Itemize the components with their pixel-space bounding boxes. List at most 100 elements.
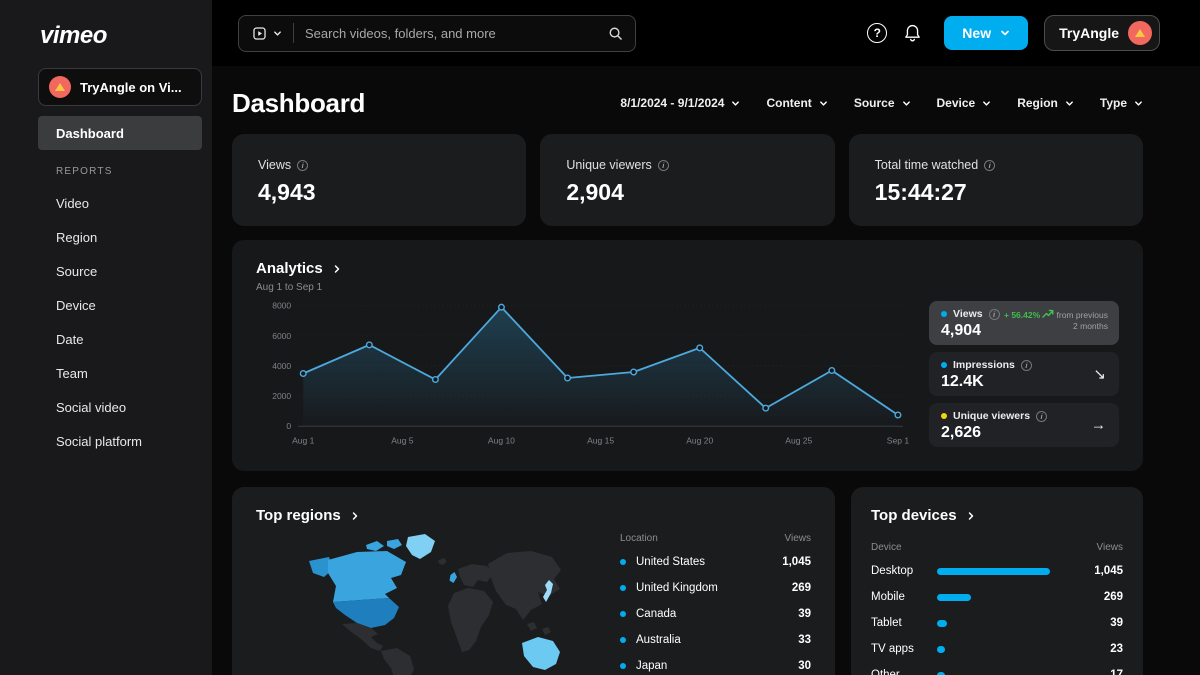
svg-text:Aug 15: Aug 15 — [587, 435, 614, 445]
filter-content[interactable]: Content — [766, 96, 827, 110]
svg-text:6000: 6000 — [272, 331, 291, 341]
devices-table: Device Views Desktop 1,045 Mobile 269 Tablet 39… — [871, 536, 1123, 675]
help-button[interactable]: ? — [867, 23, 888, 43]
device-views: 17 — [1110, 669, 1123, 675]
filter-label: Device — [936, 96, 976, 110]
world-map — [292, 531, 562, 675]
svg-text:Sep 1: Sep 1 — [887, 435, 910, 445]
legend-card-header: Views i — [941, 308, 1107, 320]
map-arctic-islands — [366, 539, 402, 551]
region-name: Japan — [636, 660, 668, 672]
sidebar-item-social-platform[interactable]: Social platform — [56, 433, 142, 449]
device-row-tv-apps: TV apps 23 — [871, 636, 1123, 662]
map-southeast-asia — [527, 622, 551, 635]
filter-source[interactable]: Source — [854, 96, 911, 110]
filter-region[interactable]: Region — [1017, 96, 1074, 110]
vimeo-logo[interactable]: vimeo — [40, 22, 107, 49]
region-views: 33 — [798, 634, 811, 646]
stat-label-row: Views i — [258, 158, 500, 172]
sidebar-item-social-video[interactable]: Social video — [56, 399, 127, 415]
chevron-right-icon — [352, 511, 357, 520]
stat-label: Total time watched — [874, 158, 979, 172]
legend-card-unique-viewers[interactable]: Unique viewers i 2,626 → — [929, 403, 1119, 447]
new-button[interactable]: New — [944, 16, 1029, 50]
column-header: Views — [784, 532, 812, 544]
sidebar-item-source[interactable]: Source — [56, 263, 98, 279]
region-row-australia: Australia 33 — [620, 627, 811, 653]
column-header: Device — [871, 541, 902, 553]
region-name: United Kingdom — [636, 582, 718, 594]
region-dot-icon — [620, 585, 626, 591]
legend-card-header: Unique viewers i — [941, 410, 1107, 422]
chevron-right-icon — [334, 264, 339, 273]
top-regions-link[interactable]: Top regions — [256, 507, 811, 524]
info-icon: i — [1020, 359, 1032, 371]
search-icon[interactable] — [608, 26, 623, 41]
sidebar-item-date[interactable]: Date — [56, 331, 84, 347]
map-alaska — [309, 557, 333, 577]
legend-card-views[interactable]: Views i 4,904 + 56.42% from previous 2 mont… — [929, 301, 1119, 345]
map-europe — [458, 564, 493, 587]
stat-label: Unique viewers — [566, 158, 652, 172]
top-devices-link[interactable]: Top devices — [871, 507, 1123, 524]
filter-type[interactable]: Type — [1100, 96, 1143, 110]
notifications-button[interactable] — [903, 23, 922, 44]
legend-card-impressions[interactable]: Impressions i 12.4K ↘ — [929, 352, 1119, 396]
region-dot-icon — [620, 663, 626, 669]
device-name: Mobile — [871, 591, 905, 603]
analytics-card: Analytics Aug 1 to Sep 1 8000 6000 4000 200… — [232, 240, 1143, 471]
device-name: Other — [871, 669, 900, 675]
device-name: TV apps — [871, 643, 914, 655]
sidebar-item-video[interactable]: Video — [56, 195, 90, 211]
stat-label-row: Total time watched i — [875, 158, 1117, 172]
sidebar-item-device[interactable]: Device — [56, 297, 96, 313]
filter-label: Region — [1017, 96, 1058, 110]
region-dot-icon — [620, 611, 626, 617]
stat-value: 4,943 — [258, 179, 316, 205]
search-divider — [293, 23, 294, 43]
svg-text:Aug 20: Aug 20 — [686, 435, 713, 445]
device-bar — [937, 671, 945, 675]
region-views: 1,045 — [782, 556, 811, 568]
map-canada — [328, 551, 406, 602]
device-row-desktop: Desktop 1,045 — [871, 558, 1123, 584]
account-button[interactable]: TryAngle — [1044, 15, 1160, 51]
chevron-down-icon — [983, 100, 991, 106]
legend-card-header: Impressions i — [941, 359, 1107, 371]
help-icon: ? — [867, 23, 888, 43]
svg-text:0: 0 — [286, 421, 291, 431]
chevron-down-icon — [732, 100, 740, 106]
sidebar-item-team[interactable]: Team — [56, 365, 88, 381]
info-icon: i — [1036, 410, 1048, 422]
legend-card-label: Impressions — [953, 359, 1015, 371]
sidebar-item-dashboard[interactable]: Dashboard — [38, 116, 202, 150]
svg-text:Aug 1: Aug 1 — [292, 435, 315, 445]
chevron-down-icon — [1135, 100, 1142, 106]
team-selector[interactable]: TryAngle on Vi... — [38, 68, 202, 106]
arrow-right-icon: → — [1091, 416, 1106, 434]
change-caption: from previous 2 months — [1054, 310, 1109, 332]
map-japan — [543, 580, 553, 602]
search-scope-selector[interactable] — [251, 25, 282, 42]
topbar: ? New TryAngle — [212, 0, 1200, 66]
map-united-kingdom — [449, 572, 457, 583]
device-bar — [937, 619, 947, 627]
search-input[interactable] — [305, 25, 608, 41]
filter-device[interactable]: Device — [937, 96, 992, 110]
analytics-title: Analytics — [256, 260, 323, 277]
info-icon: i — [984, 159, 996, 171]
map-greenland — [406, 534, 435, 559]
chevron-right-icon — [968, 511, 973, 520]
region-views: 269 — [791, 582, 811, 594]
stats-row: Views i 4,943 Unique viewers i 2,904 Total tim… — [232, 134, 1143, 226]
stat-label: Views — [258, 158, 292, 172]
series-dot-icon — [941, 413, 947, 419]
date-range-filter[interactable]: 8/1/2024 - 9/1/2024 — [620, 96, 740, 110]
map-australia — [522, 637, 560, 670]
stat-label-row: Unique viewers i — [566, 158, 808, 172]
sidebar-item-region[interactable]: Region — [56, 229, 98, 245]
analytics-link[interactable]: Analytics — [256, 260, 1119, 277]
region-dot-icon — [620, 637, 626, 643]
